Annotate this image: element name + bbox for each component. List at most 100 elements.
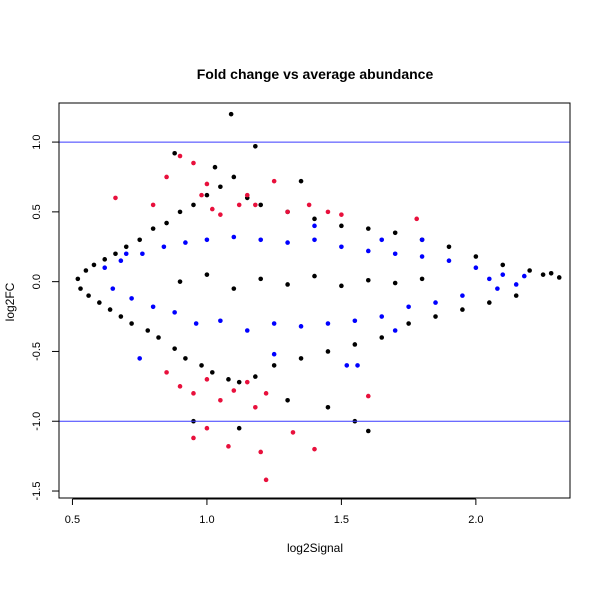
data-point <box>172 346 177 351</box>
data-point <box>548 270 554 276</box>
data-point <box>236 379 242 385</box>
data-point <box>433 314 438 319</box>
data-point <box>231 286 237 291</box>
data-point <box>204 272 210 277</box>
y-tick-label: 0.5 <box>31 204 43 219</box>
y-tick-label: -1.5 <box>31 482 43 501</box>
highlighted-data-point <box>253 404 258 410</box>
highlighted-data-point <box>177 384 183 389</box>
data-point <box>97 300 102 305</box>
highlighted-data-point <box>150 202 156 208</box>
data-point <box>218 184 223 190</box>
data-point <box>365 226 371 231</box>
x-tick-label: 2.0 <box>468 514 483 526</box>
highlighted-data-point <box>204 425 210 431</box>
data-point <box>107 307 113 312</box>
highlighted-data-point <box>325 209 331 215</box>
highlighted-data-point <box>191 435 196 441</box>
highlighted-data-point <box>258 237 264 243</box>
highlighted-data-point <box>164 174 169 180</box>
highlighted-data-point <box>487 276 492 282</box>
data-point <box>325 349 331 354</box>
highlighted-data-point <box>199 192 204 198</box>
highlighted-data-point <box>473 265 479 270</box>
highlighted-data-point <box>172 310 177 315</box>
x-tick-label: 0.5 <box>65 514 80 526</box>
highlighted-data-point <box>312 237 317 243</box>
highlighted-data-point <box>231 234 237 240</box>
highlighted-data-point <box>379 237 385 243</box>
data-point <box>312 216 317 222</box>
highlighted-data-point <box>258 449 264 455</box>
data-point <box>556 275 562 280</box>
data-point <box>113 251 118 257</box>
data-point <box>137 237 142 243</box>
highlighted-data-point <box>244 379 250 385</box>
data-point <box>392 280 398 286</box>
data-point <box>204 192 210 198</box>
data-point <box>78 286 83 291</box>
highlighted-data-point <box>118 258 124 264</box>
data-point <box>123 244 129 250</box>
data-point <box>212 164 218 170</box>
highlighted-data-point <box>123 251 129 257</box>
data-point <box>172 150 177 156</box>
highlighted-data-point <box>210 206 215 212</box>
data-point <box>226 377 231 382</box>
highlighted-data-point <box>177 153 183 159</box>
highlighted-data-point <box>137 356 142 361</box>
data-point <box>191 202 196 208</box>
plot-border <box>58 102 571 499</box>
data-point <box>339 223 344 229</box>
data-point <box>460 307 465 312</box>
highlighted-data-point <box>419 237 425 243</box>
highlighted-data-point <box>204 181 210 187</box>
highlighted-data-point <box>129 296 134 301</box>
highlighted-data-point <box>271 178 277 184</box>
highlighted-data-point <box>365 248 371 254</box>
highlighted-data-point <box>263 391 269 396</box>
data-point <box>527 268 532 273</box>
data-point <box>177 279 183 284</box>
highlighted-data-point <box>236 202 242 208</box>
data-point <box>325 404 331 410</box>
data-point <box>118 314 124 319</box>
highlighted-data-point <box>352 318 358 324</box>
x-tick-label: 1.0 <box>199 514 214 526</box>
data-point <box>75 276 81 282</box>
highlighted-data-point <box>419 254 425 259</box>
highlighted-data-point <box>161 244 167 250</box>
highlighted-data-point <box>433 300 438 305</box>
highlighted-data-point <box>312 446 317 452</box>
data-point <box>102 257 108 262</box>
y-axis: -1.5 -1.0 -0.5 0.0 0.5 1.0 <box>31 134 60 501</box>
highlighted-data-point <box>392 251 398 257</box>
y-tick-label: 1.0 <box>31 134 43 149</box>
data-point <box>500 262 506 268</box>
data-point <box>231 174 237 180</box>
plot-points <box>75 111 562 483</box>
highlighted-data-point <box>244 328 250 333</box>
data-point <box>298 356 304 361</box>
data-point <box>129 321 134 326</box>
highlighted-data-point <box>495 286 500 291</box>
highlighted-data-point <box>392 328 398 333</box>
chart-title: Fold change vs average abundance <box>197 66 434 82</box>
reference-lines <box>59 141 570 422</box>
highlighted-data-point <box>500 272 506 277</box>
highlighted-data-point <box>521 273 527 279</box>
highlighted-data-point <box>339 212 344 217</box>
x-axis-label: log2Signal <box>287 541 343 555</box>
data-point <box>150 226 156 231</box>
data-point <box>312 273 317 279</box>
highlighted-data-point <box>355 363 360 368</box>
highlighted-data-point <box>204 237 210 243</box>
highlighted-data-point <box>379 314 385 319</box>
highlighted-data-point <box>253 202 258 208</box>
data-point <box>236 425 242 431</box>
highlighted-data-point <box>113 195 118 201</box>
highlighted-data-point <box>365 393 371 399</box>
highlighted-data-point <box>460 293 465 298</box>
y-tick-label: -1.0 <box>31 412 43 431</box>
highlighted-data-point <box>244 192 250 198</box>
